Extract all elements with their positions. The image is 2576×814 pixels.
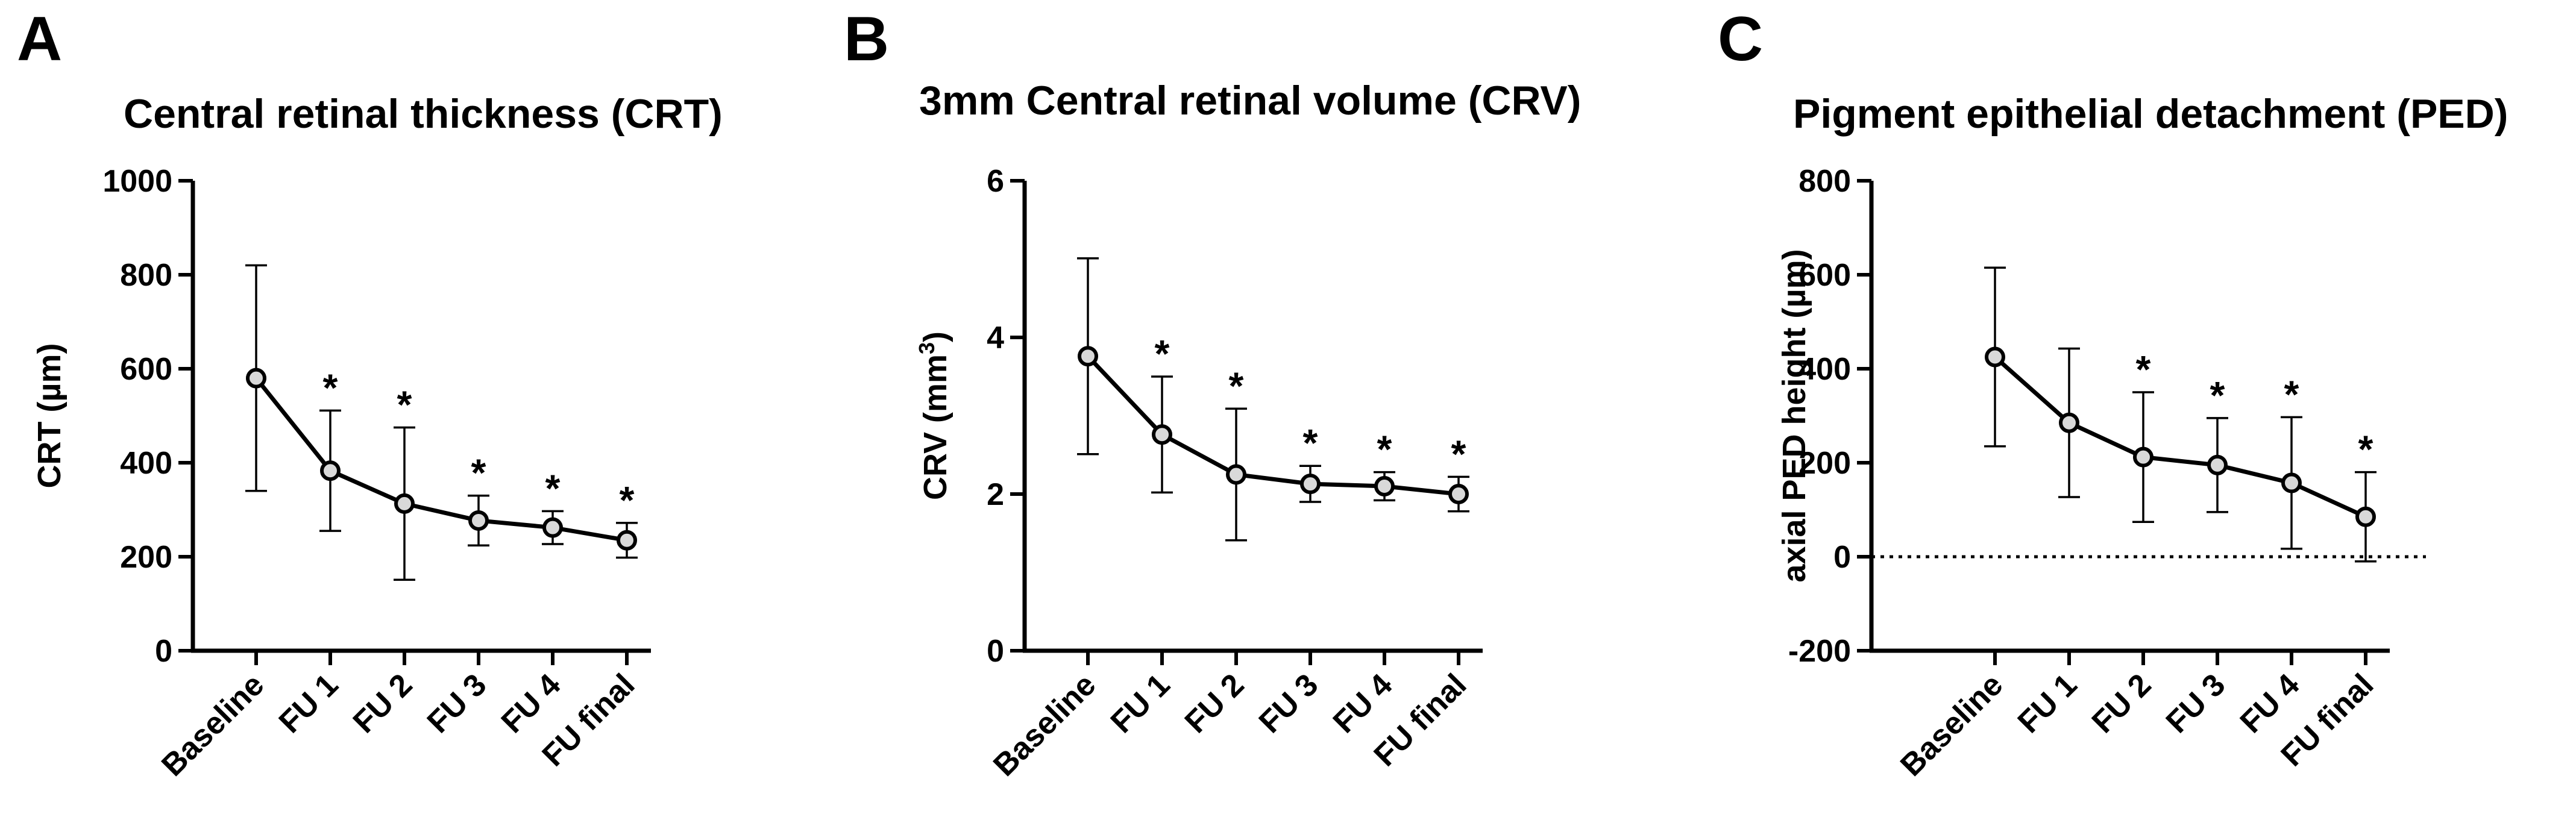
y-axis-label: CRT (µm)	[31, 343, 68, 488]
x-tick-label: FU 2	[1178, 667, 1251, 740]
panel-c: C Pigment epithelial detachment (PED) axia…	[1718, 4, 2508, 783]
y-tick-label: 2	[987, 477, 1004, 512]
significance-marker: *	[2136, 348, 2151, 391]
chart-title: 3mm Central retinal volume (CRV)	[919, 78, 1581, 124]
x-tick-label: FU 2	[347, 667, 419, 740]
y-tick-label: -200	[1788, 634, 1851, 669]
y-tick-label: 400	[1798, 352, 1851, 387]
significance-marker: *	[471, 451, 486, 495]
data-point	[617, 530, 637, 551]
y-tick-label: 800	[120, 258, 172, 293]
y-tick-label: 0	[987, 634, 1004, 669]
data-point	[1985, 346, 2005, 368]
data-point	[1300, 474, 1321, 495]
chart-title: Pigment epithelial detachment (PED)	[1793, 91, 2508, 137]
data-point	[1374, 476, 1395, 496]
panel-a: A Central retinal thickness (CRT) CRT (µm)…	[17, 4, 723, 783]
significance-marker: *	[2358, 428, 2373, 471]
y-axis-label: axial PED height (µm)	[1776, 249, 1812, 582]
data-point	[320, 460, 341, 481]
y-tick-label: 200	[120, 540, 172, 575]
panel-letter: B	[844, 4, 889, 74]
panel-letter: C	[1718, 4, 1763, 74]
y-tick-label: 600	[120, 352, 172, 387]
significance-marker: *	[397, 383, 412, 427]
data-point	[542, 517, 563, 538]
x-tick-label: FU 1	[1104, 667, 1177, 740]
data-point	[1152, 424, 1172, 445]
significance-marker: *	[620, 478, 635, 522]
significance-marker: *	[2284, 372, 2299, 416]
data-point	[246, 368, 266, 389]
data-point	[1448, 484, 1469, 504]
x-tick-label: FU 2	[2085, 667, 2158, 740]
data-point	[394, 493, 415, 514]
significance-marker: *	[1229, 364, 1244, 407]
x-tick-label: FU 3	[2160, 667, 2232, 740]
y-tick-label: 400	[120, 446, 172, 481]
chart-title: Central retinal thickness (CRT)	[124, 91, 723, 137]
significance-marker: *	[1377, 428, 1392, 471]
y-tick-label: 0	[155, 634, 172, 669]
x-tick-label: FU 3	[1252, 667, 1325, 740]
data-point	[1078, 346, 1098, 367]
data-point	[1226, 464, 1246, 485]
data-point	[2133, 446, 2153, 468]
x-tick-label: FU 1	[272, 667, 345, 740]
y-tick-label: 6	[987, 164, 1004, 199]
y-axis-label: CRV (mm3)	[914, 331, 954, 500]
significance-marker: *	[1303, 421, 1318, 465]
panel-b: B 3mm Central retinal volume (CRV) CRV (mm…	[844, 4, 1581, 783]
significance-marker: *	[1155, 332, 1170, 375]
y-tick-label: 0	[1833, 540, 1851, 575]
data-point	[468, 510, 489, 531]
panel-letter: A	[17, 4, 62, 74]
significance-marker: *	[1451, 432, 1466, 475]
y-tick-label: 1000	[102, 164, 172, 199]
y-tick-label: 600	[1798, 258, 1851, 293]
x-tick-label: FU 1	[2011, 667, 2084, 740]
data-point	[2207, 454, 2228, 475]
series-line	[254, 377, 627, 543]
series-line	[1086, 354, 1459, 496]
significance-marker: *	[2210, 374, 2225, 417]
significance-marker: *	[323, 366, 338, 409]
y-tick-label: 4	[987, 321, 1004, 355]
series-line	[1993, 355, 2367, 519]
data-point	[2059, 412, 2079, 433]
y-tick-label: 800	[1798, 164, 1851, 199]
data-point	[2355, 506, 2376, 527]
x-tick-label: FU 3	[421, 667, 494, 740]
data-point	[2281, 472, 2302, 493]
x-tick-label: Baseline	[1894, 667, 2009, 783]
y-tick-label: 200	[1798, 446, 1851, 481]
significance-marker: *	[545, 466, 561, 510]
x-tick-label: Baseline	[987, 667, 1102, 783]
x-tick-label: Baseline	[155, 667, 271, 783]
